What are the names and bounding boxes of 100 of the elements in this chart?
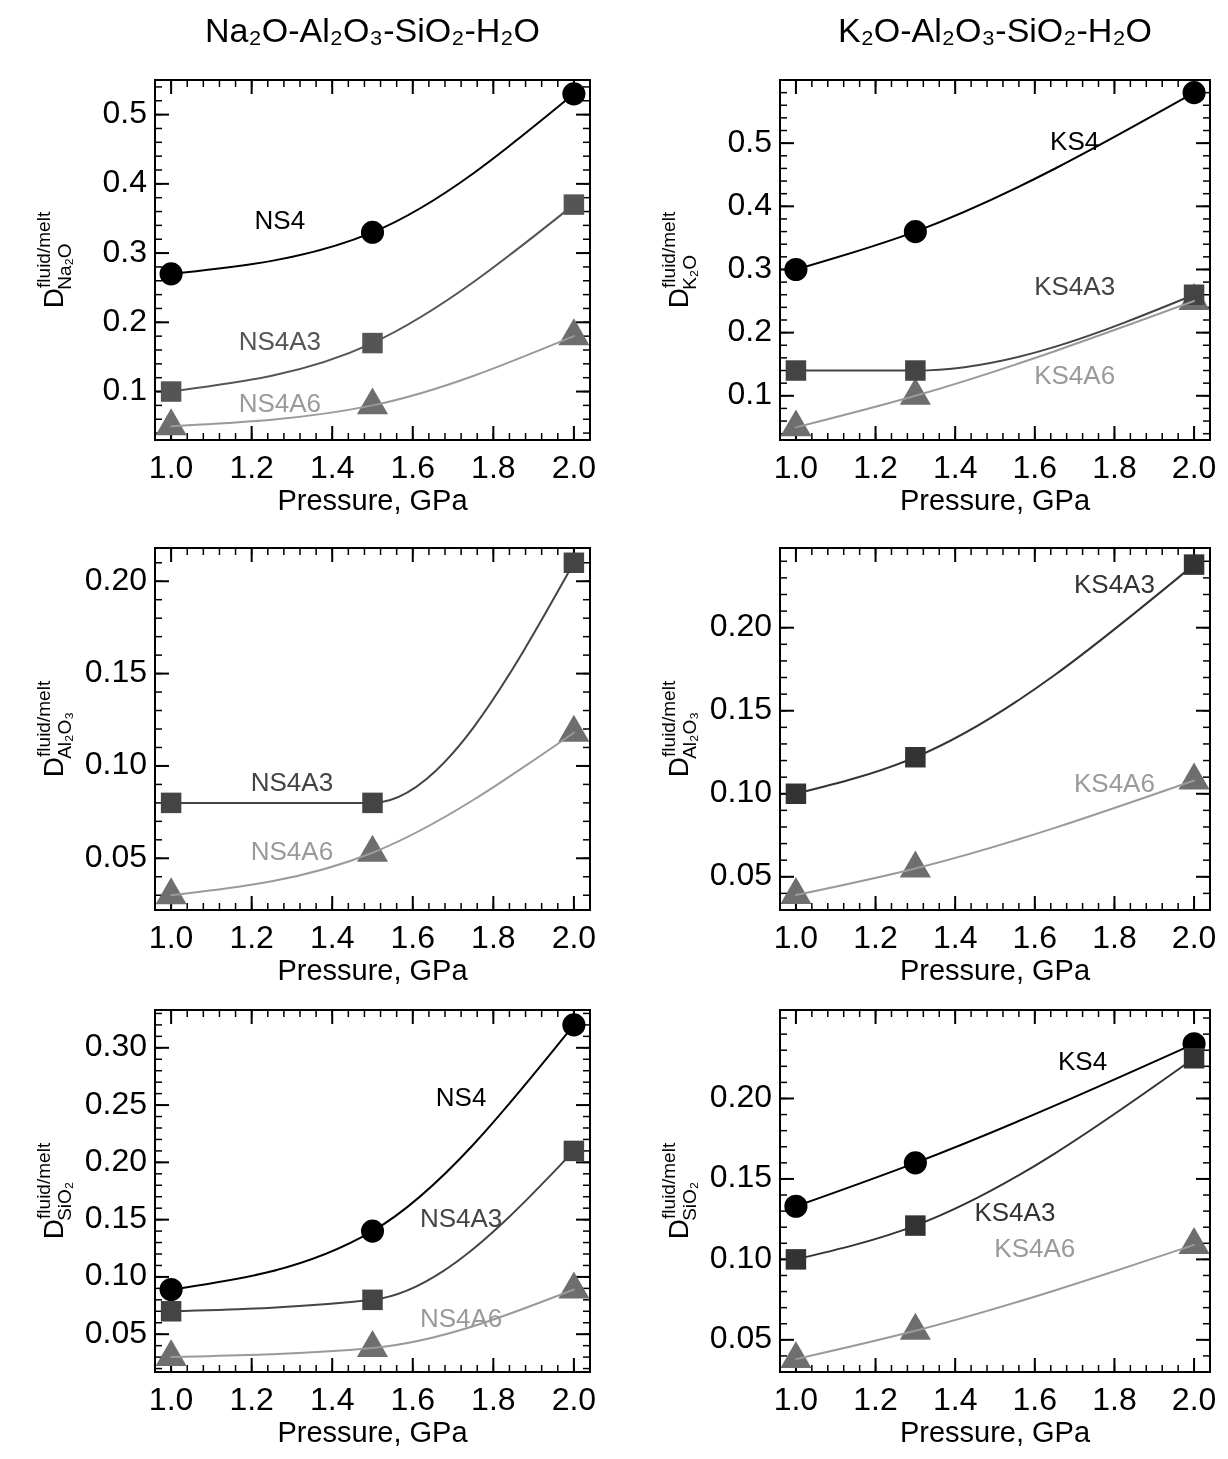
series-label: NS4A3: [250, 767, 334, 798]
series-label: KS4A6: [994, 1232, 1076, 1263]
y-tick-label: 0.4: [102, 163, 147, 200]
series-label: NS4: [435, 1082, 487, 1113]
y-tick-label: 0.2: [727, 312, 772, 349]
x-tick-label: 1.2: [853, 449, 898, 485]
series-label: NS4A6: [419, 1303, 503, 1334]
y-tick-label: 0.15: [709, 690, 772, 727]
series-label: KS4A3: [974, 1197, 1056, 1228]
x-tick-label: 1.8: [1092, 449, 1137, 485]
y-tick-label: 0.10: [84, 745, 147, 782]
point: [1178, 762, 1210, 790]
x-tick-label: 1.6: [390, 919, 436, 955]
point: [905, 1215, 926, 1236]
series-label: NS4A6: [250, 835, 334, 866]
y-tick-label: 0.3: [727, 248, 772, 285]
point: [1183, 1048, 1205, 1069]
point: [1183, 554, 1205, 575]
point: [780, 877, 812, 905]
y-tick-label: 0.15: [84, 1199, 147, 1236]
x-tick-label: 1.0: [148, 1381, 194, 1417]
series-label: NS4A3: [419, 1202, 503, 1233]
x-tick-label: 1.2: [853, 919, 898, 955]
y-tick-label: 0.05: [84, 837, 147, 874]
y-tick-label: 0.15: [84, 653, 147, 690]
x-tick-label: 1.6: [390, 449, 436, 485]
point: [905, 360, 926, 381]
series-label: NS4A6: [238, 388, 322, 419]
point: [785, 360, 807, 381]
point: [784, 1194, 808, 1218]
x-tick-label: 1.4: [309, 1381, 355, 1417]
y-tick-label: 0.3: [102, 232, 147, 269]
x-tick-label: 1.0: [148, 919, 194, 955]
x-tick-label: 1.8: [471, 449, 516, 485]
point: [362, 1289, 383, 1311]
series-label: KS4A6: [1073, 768, 1155, 799]
x-tick-label: 2.0: [551, 1381, 597, 1417]
y-tick-label: 0.10: [84, 1256, 147, 1293]
series-label: KS4A3: [1034, 271, 1116, 302]
x-tick-label: 2.0: [551, 449, 597, 485]
y-tick-label: 0.25: [84, 1084, 147, 1121]
y-tick-label: 0.5: [727, 122, 772, 159]
point: [563, 194, 585, 215]
y-tick-label: 0.20: [84, 1141, 147, 1178]
x-tick-label: 1.4: [309, 449, 355, 485]
x-tick-label: 1.6: [390, 1381, 436, 1417]
x-tick-label: 1.2: [229, 449, 274, 485]
x-tick-label: 1.8: [1092, 919, 1137, 955]
point: [558, 318, 590, 346]
x-tick-label: 2.0: [1171, 1381, 1217, 1417]
x-tick-label: 1.4: [932, 1381, 978, 1417]
x-tick-label: 1.2: [229, 919, 274, 955]
point: [159, 1277, 183, 1302]
series-label: NS4A3: [238, 325, 322, 356]
x-tick-label: 1.0: [773, 1381, 819, 1417]
y-tick-label: 0.1: [102, 370, 147, 407]
legend-label: KS4: [1058, 1045, 1108, 1076]
x-axis-title: Pressure, GPa: [899, 484, 1091, 516]
x-axis-title: Pressure, GPa: [277, 484, 469, 516]
x-axis-title: Pressure, GPa: [277, 1416, 469, 1448]
x-tick-label: 1.8: [471, 1381, 516, 1417]
x-tick-label: 2.0: [551, 919, 597, 955]
y-tick-label: 0.20: [84, 560, 147, 597]
x-axis-title: Pressure, GPa: [277, 954, 469, 986]
x-tick-label: 1.0: [773, 449, 819, 485]
point: [155, 408, 187, 436]
series-label: KS4A6: [1034, 359, 1116, 390]
x-tick-label: 1.8: [471, 919, 516, 955]
point: [562, 1013, 586, 1037]
x-tick-label: 1.2: [229, 1381, 274, 1417]
series-label: NS4: [254, 204, 306, 235]
y-tick-label: 0.15: [709, 1158, 772, 1195]
point: [780, 1341, 812, 1369]
x-tick-label: 1.6: [1012, 919, 1058, 955]
chart-title: Na₂O-Al₂O₃-SiO₂-H₂O: [205, 11, 540, 49]
y-tick-label: 0.20: [709, 1077, 772, 1114]
x-axis-title: Pressure, GPa: [899, 954, 1091, 986]
x-tick-label: 1.0: [148, 449, 194, 485]
x-tick-label: 2.0: [1171, 919, 1217, 955]
point: [160, 1301, 182, 1322]
y-tick-label: 0.1: [727, 375, 772, 412]
y-tick-label: 0.2: [102, 301, 147, 338]
y-tick-label: 0.05: [709, 856, 772, 893]
point: [784, 257, 808, 282]
y-tick-label: 0.05: [84, 1313, 147, 1350]
chart-title: K₂O-Al₂O₃-SiO₂-H₂O: [837, 11, 1153, 49]
x-axis-title: Pressure, GPa: [899, 1416, 1091, 1448]
y-tick-label: 0.20: [709, 607, 772, 644]
series-label: KS4A3: [1073, 569, 1155, 600]
x-tick-label: 1.4: [932, 449, 978, 485]
point: [903, 220, 927, 244]
x-tick-label: 1.4: [932, 919, 978, 955]
y-tick-label: 0.05: [709, 1319, 772, 1356]
point: [1182, 81, 1206, 105]
y-tick-label: 0.30: [84, 1027, 147, 1064]
x-tick-label: 2.0: [1171, 449, 1217, 485]
x-tick-label: 1.2: [853, 1381, 898, 1417]
y-tick-label: 0.10: [709, 1238, 772, 1275]
x-tick-label: 1.4: [309, 919, 355, 955]
x-tick-label: 1.6: [1012, 449, 1058, 485]
